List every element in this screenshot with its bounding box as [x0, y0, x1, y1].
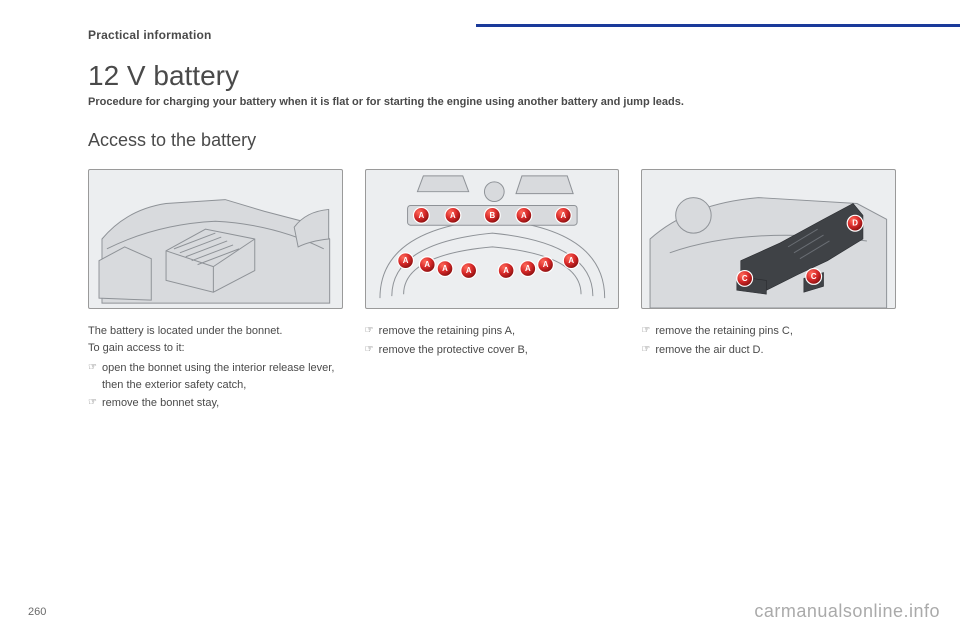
- page-title: 12 V battery: [88, 60, 896, 92]
- lead-text-2: To gain access to it:: [88, 340, 343, 357]
- column-middle: A A B A A A A A A A A A A remove the retaining pins …: [365, 169, 620, 414]
- pin-marker-a: A: [520, 261, 536, 277]
- illustration-retaining-pins: A A B A A A A A A A A A A: [365, 169, 620, 309]
- header-accent-bar: [476, 24, 960, 27]
- pin-marker-c: C: [806, 269, 822, 285]
- svg-text:A: A: [542, 260, 548, 269]
- pin-marker-a: A: [460, 263, 476, 279]
- svg-text:A: A: [568, 256, 574, 265]
- column-right: C C D remove the retaining pins C, remove …: [641, 169, 896, 414]
- pin-marker-a: A: [563, 253, 579, 269]
- column-middle-text: remove the retaining pins A, remove the …: [365, 323, 620, 358]
- lead-text: The battery is located under the bonnet.: [88, 323, 343, 340]
- svg-text:A: A: [521, 211, 527, 220]
- pin-marker-a: A: [498, 263, 514, 279]
- column-left-text: The battery is located under the bonnet.…: [88, 323, 343, 412]
- illustration-air-duct: C C D: [641, 169, 896, 309]
- bullet-list: open the bonnet using the interior relea…: [88, 360, 343, 412]
- column-left: The battery is located under the bonnet.…: [88, 169, 343, 414]
- pin-marker-a: A: [419, 257, 435, 273]
- bullet-item: remove the retaining pins C,: [641, 323, 896, 340]
- bullet-list: remove the retaining pins C, remove the …: [641, 323, 896, 358]
- section-heading: Access to the battery: [88, 130, 896, 151]
- svg-text:A: A: [402, 256, 408, 265]
- svg-text:A: A: [450, 211, 456, 220]
- svg-text:A: A: [525, 264, 531, 273]
- svg-text:C: C: [742, 274, 748, 283]
- page-number: 260: [28, 606, 46, 618]
- pin-marker-a: A: [516, 207, 532, 223]
- page-subtitle: Procedure for charging your battery when…: [88, 96, 896, 108]
- pin-marker-a: A: [437, 261, 453, 277]
- svg-text:A: A: [560, 211, 566, 220]
- bullet-item: remove the retaining pins A,: [365, 323, 620, 340]
- columns: The battery is located under the bonnet.…: [88, 169, 896, 414]
- svg-text:A: A: [424, 260, 430, 269]
- pin-marker-a: A: [397, 253, 413, 269]
- svg-text:C: C: [811, 272, 817, 281]
- bullet-list: remove the retaining pins A, remove the …: [365, 323, 620, 358]
- manual-page: Practical information 12 V battery Proce…: [0, 0, 960, 640]
- pin-marker-c: C: [737, 271, 753, 287]
- svg-text:A: A: [418, 211, 424, 220]
- svg-text:D: D: [853, 219, 859, 228]
- section-label: Practical information: [88, 28, 896, 42]
- svg-text:A: A: [442, 264, 448, 273]
- pin-marker-a: A: [413, 207, 429, 223]
- bullet-item: remove the air duct D.: [641, 342, 896, 359]
- svg-text:B: B: [489, 211, 495, 220]
- svg-text:A: A: [466, 266, 472, 275]
- bullet-item: open the bonnet using the interior relea…: [88, 360, 343, 393]
- bullet-item: remove the protective cover B,: [365, 342, 620, 359]
- pin-marker-a: A: [445, 207, 461, 223]
- bullet-item: remove the bonnet stay,: [88, 395, 343, 412]
- pin-marker-d: D: [848, 215, 864, 231]
- pin-marker-a: A: [555, 207, 571, 223]
- pin-marker-b: B: [484, 207, 500, 223]
- column-right-text: remove the retaining pins C, remove the …: [641, 323, 896, 358]
- svg-text:A: A: [503, 266, 509, 275]
- pin-marker-a: A: [537, 257, 553, 273]
- illustration-battery-location: [88, 169, 343, 309]
- watermark: carmanualsonline.info: [754, 601, 940, 622]
